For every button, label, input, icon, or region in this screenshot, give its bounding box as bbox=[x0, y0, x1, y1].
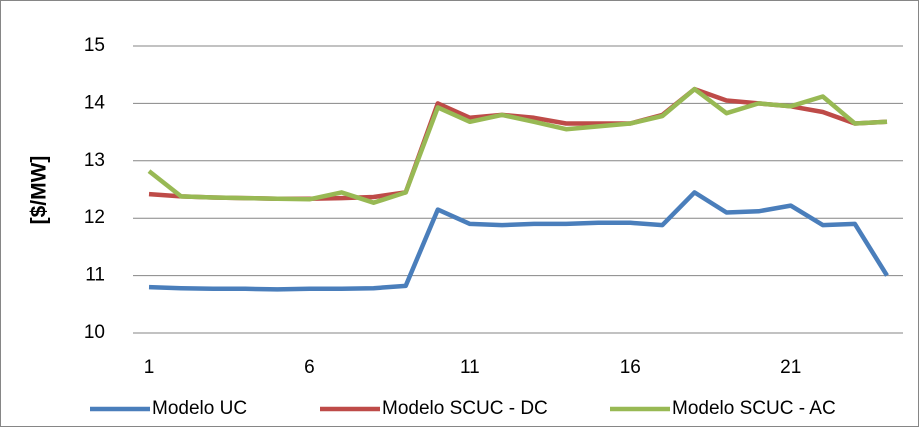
data-line bbox=[147, 86, 888, 205]
x-tick-label: 16 bbox=[620, 357, 641, 378]
legend-label: Modelo SCUC - DC bbox=[382, 398, 548, 419]
data-line bbox=[148, 190, 889, 292]
y-axis-label: [$/MW] bbox=[28, 156, 51, 225]
x-tick-label: 1 bbox=[144, 357, 155, 378]
x-tick-label: 6 bbox=[304, 357, 315, 378]
legend-label: Modelo SCUC - AC bbox=[672, 398, 836, 419]
y-tick-label: 12 bbox=[84, 207, 105, 228]
y-tick-label: 14 bbox=[84, 92, 106, 113]
y-tick-label: 10 bbox=[84, 322, 105, 343]
y-tick-label: 15 bbox=[84, 35, 105, 56]
y-tick-label: 11 bbox=[85, 265, 105, 286]
x-tick-label: 21 bbox=[780, 357, 801, 378]
x-tick-label: 11 bbox=[460, 357, 480, 378]
legend-label: Modelo UC bbox=[152, 398, 247, 419]
y-tick-label: 13 bbox=[84, 150, 105, 171]
